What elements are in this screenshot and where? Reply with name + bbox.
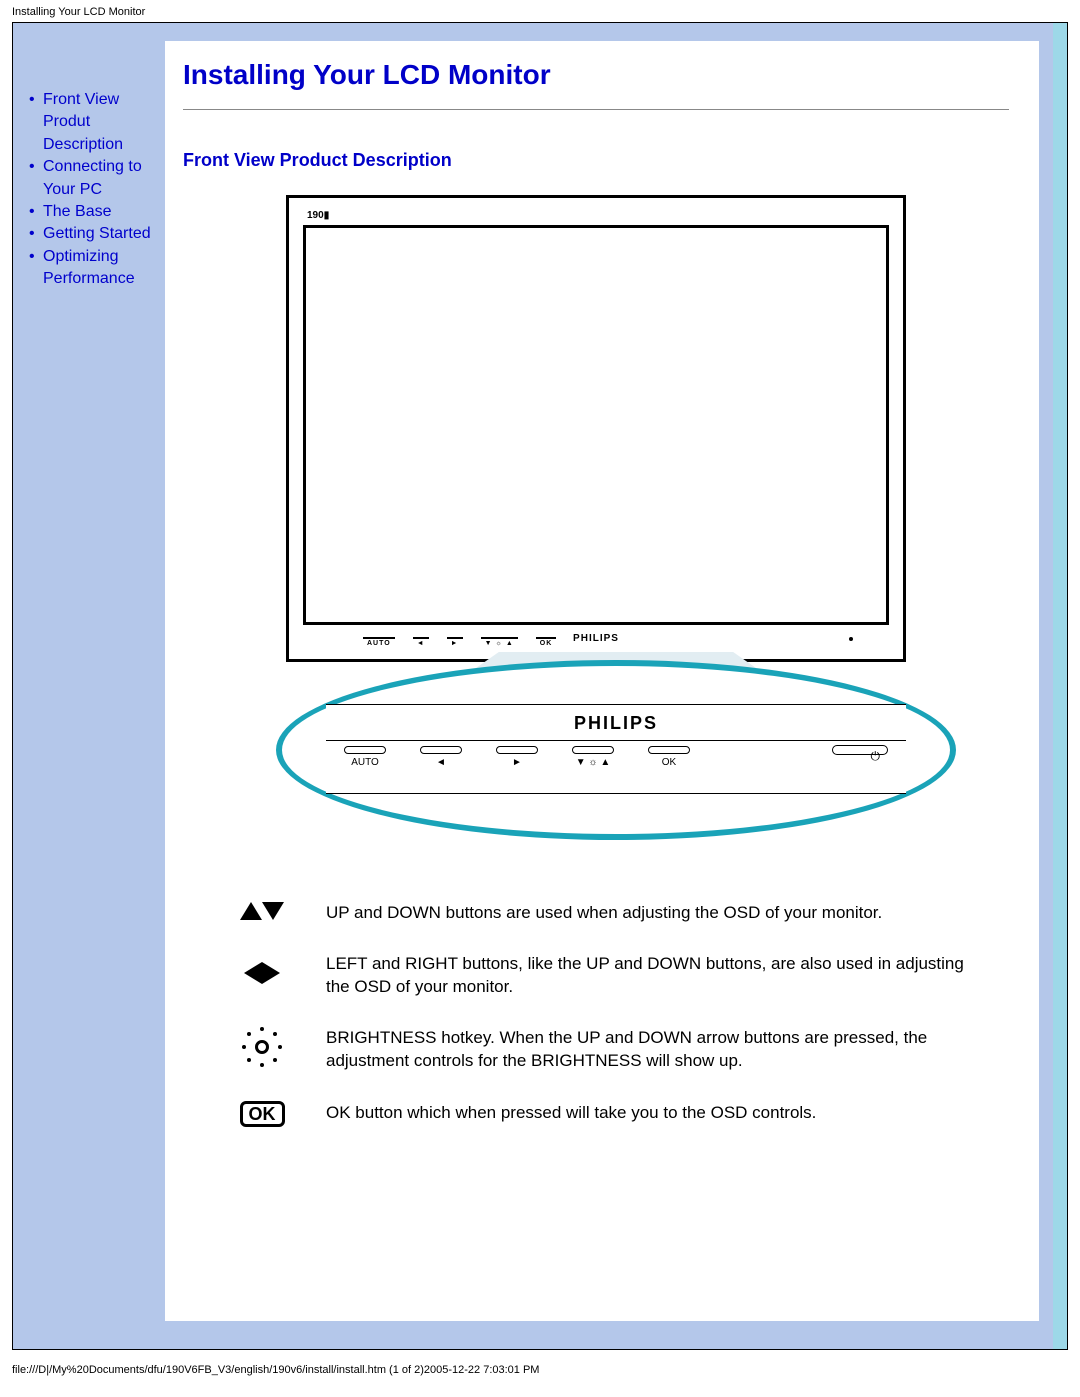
bullet-icon: • — [29, 223, 43, 245]
control-panel-zoom: PHILIPS AUTO ◄ ► — [326, 704, 906, 794]
legend-text: UP and DOWN buttons are used when adjust… — [326, 902, 966, 925]
legend-text: LEFT and RIGHT buttons, like the UP and … — [326, 953, 966, 999]
left-arrow-icon: ◄ — [420, 757, 462, 768]
page-title: Installing Your LCD Monitor — [183, 59, 1009, 91]
legend-row-brightness: BRIGHTNESS hotkey. When the UP and DOWN … — [226, 1027, 966, 1073]
capsule-button-icon — [648, 746, 690, 754]
sidebar-item-optimizing[interactable]: • Optimizing Performance — [29, 246, 165, 291]
bullet-icon: • — [29, 246, 43, 291]
sidebar-item-front-view[interactable]: • Front View Produt Description — [29, 89, 165, 156]
brightness-icon — [226, 1027, 298, 1072]
button-glyph-row: AUTO ◄ ► ▼ ☼ ▲ OK — [326, 755, 906, 768]
legend-text: OK button which when pressed will take y… — [326, 1102, 966, 1125]
legend-row-leftright: LEFT and RIGHT buttons, like the UP and … — [226, 953, 966, 999]
top-meta-title: Installing Your LCD Monitor — [0, 0, 1080, 22]
right-arrow-icon: ► — [496, 757, 538, 768]
ok-icon: OK — [226, 1101, 298, 1127]
power-glyph-icon: ⏻ — [871, 749, 881, 764]
legend-row-updown: UP and DOWN buttons are used when adjust… — [226, 902, 966, 925]
monitor-screen — [303, 225, 889, 625]
auto-label: AUTO — [344, 757, 386, 768]
sidebar-item-connecting[interactable]: • Connecting to Your PC — [29, 156, 165, 201]
section-title: Front View Product Description — [183, 150, 1009, 171]
sidebar-nav: • Front View Produt Description • Connec… — [29, 41, 165, 1321]
main-content: Installing Your LCD Monitor Front View P… — [165, 41, 1039, 1321]
model-label: 190▮ — [307, 210, 889, 221]
legend-row-ok: OK OK button which when pressed will tak… — [226, 1101, 966, 1127]
ok-label: OK — [648, 757, 690, 768]
bullet-icon: • — [29, 89, 43, 156]
button-row — [326, 741, 906, 755]
sidebar-link[interactable]: Optimizing Performance — [43, 246, 165, 291]
capsule-button-icon — [344, 746, 386, 754]
monitor-diagram: 190▮ PHILIPS AUTO ◄ ► ▼ ☼ ▲ OK — [276, 195, 916, 856]
divider — [183, 109, 1009, 110]
monitor-bezel: 190▮ PHILIPS AUTO ◄ ► ▼ ☼ ▲ OK — [286, 195, 906, 662]
button-legend: UP and DOWN buttons are used when adjust… — [226, 902, 966, 1127]
sidebar-link[interactable]: Connecting to Your PC — [43, 156, 165, 201]
power-led-icon — [849, 637, 853, 641]
content-frame: • Front View Produt Description • Connec… — [12, 22, 1068, 1350]
legend-text: BRIGHTNESS hotkey. When the UP and DOWN … — [326, 1027, 966, 1073]
sidebar-link[interactable]: The Base — [43, 201, 165, 223]
brightness-updown-icon: ▼ ☼ ▲ — [572, 757, 614, 768]
capsule-button-icon — [572, 746, 614, 754]
sidebar-link[interactable]: Getting Started — [43, 223, 165, 245]
capsule-button-icon — [496, 746, 538, 754]
right-accent-stripe — [1053, 23, 1067, 1349]
brand-label-large: PHILIPS — [326, 705, 906, 740]
bezel-button-labels: AUTO ◄ ► ▼ ☼ ▲ OK — [363, 637, 556, 647]
brand-label-small: PHILIPS — [573, 633, 619, 644]
sidebar-item-getting-started[interactable]: • Getting Started — [29, 223, 165, 245]
updown-icon — [226, 902, 298, 925]
footer-path: file:///D|/My%20Documents/dfu/190V6FB_V3… — [0, 1350, 1080, 1384]
bullet-icon: • — [29, 156, 43, 201]
sidebar-link[interactable]: Front View Produt Description — [43, 89, 165, 156]
zoom-callout: PHILIPS AUTO ◄ ► — [276, 656, 956, 856]
sidebar-item-base[interactable]: • The Base — [29, 201, 165, 223]
capsule-button-icon — [420, 746, 462, 754]
leftright-icon — [226, 962, 298, 989]
bezel-bottom-bar: PHILIPS AUTO ◄ ► ▼ ☼ ▲ OK — [303, 625, 889, 651]
bullet-icon: • — [29, 201, 43, 223]
monitor-outline: 190▮ PHILIPS AUTO ◄ ► ▼ ☼ ▲ OK — [286, 195, 906, 662]
